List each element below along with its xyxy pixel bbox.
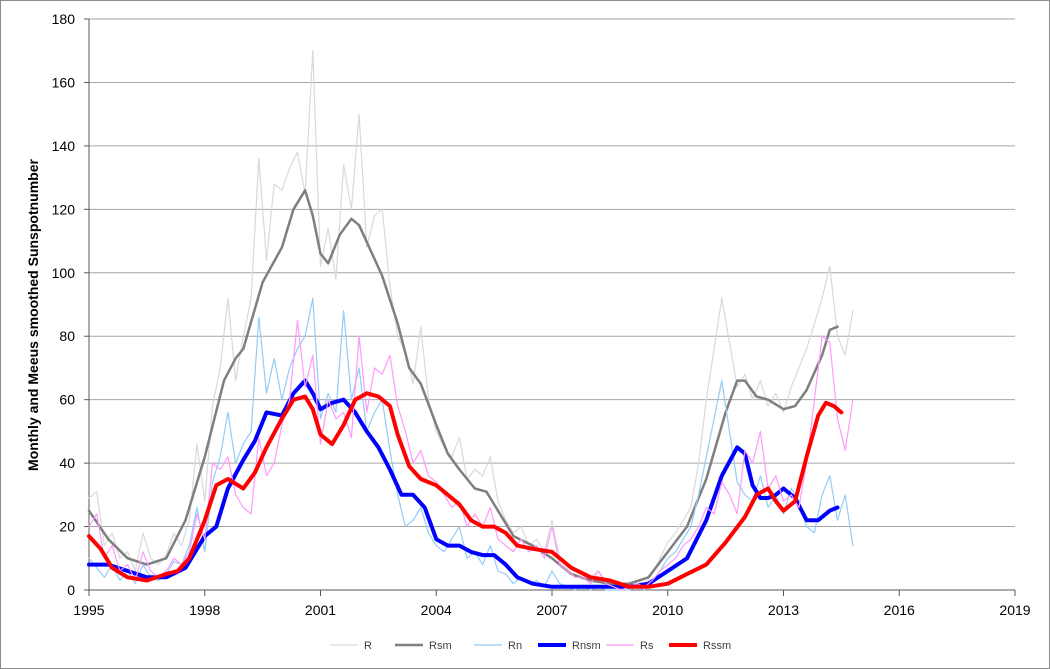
legend-label-rn: Rn	[508, 640, 522, 652]
y-tick-label: 20	[59, 519, 75, 535]
y-tick-label: 120	[52, 201, 76, 217]
legend-label-r: R	[364, 640, 372, 652]
x-tick-labels: 1995 1998 2001 2004 2007 2010 2013 2016 2019	[73, 602, 1030, 618]
series-line-rs	[88, 319, 854, 591]
series-line-rnsm	[87, 378, 840, 589]
y-tick-label: 100	[52, 265, 76, 281]
legend-label-rssm: Rssm	[703, 640, 731, 652]
axes	[84, 18, 1016, 596]
x-tick-label: 2016	[884, 602, 915, 618]
x-tick-label: 2010	[652, 602, 683, 618]
series-line-rssm	[87, 391, 844, 589]
gridlines	[89, 18, 1015, 528]
y-tick-label: 40	[59, 455, 75, 471]
x-tick-label: 2013	[768, 602, 799, 618]
x-tick-label: 1998	[189, 602, 220, 618]
legend-label-rsm: Rsm	[429, 640, 452, 652]
y-tick-labels: 0 20 40 60 80 100 120 140 160 180	[52, 11, 76, 598]
legend: R Rsm Rn Rnsm Rs Rssm	[330, 640, 731, 652]
series-line-rsm	[87, 189, 839, 585]
series-lines	[87, 50, 854, 591]
y-tick-label: 0	[67, 582, 75, 598]
legend-label-rnsm: Rnsm	[572, 640, 601, 652]
series-line-r	[88, 50, 854, 588]
x-tick-label: 2019	[999, 602, 1030, 618]
x-tick-label: 2007	[536, 602, 567, 618]
x-tick-label: 2001	[305, 602, 336, 618]
y-tick-label: 160	[52, 74, 76, 90]
x-tick-label: 2004	[421, 602, 452, 618]
y-tick-label: 140	[52, 138, 76, 154]
legend-label-rs: Rs	[640, 640, 654, 652]
y-tick-label: 180	[52, 11, 76, 27]
x-tick-label: 1995	[73, 602, 104, 618]
y-tick-label: 80	[59, 328, 75, 344]
y-tick-label: 60	[59, 392, 75, 408]
series-line-rn	[88, 297, 854, 591]
y-axis-title: Monthly and Meeus smoothed Sunspotnumber	[25, 159, 41, 471]
